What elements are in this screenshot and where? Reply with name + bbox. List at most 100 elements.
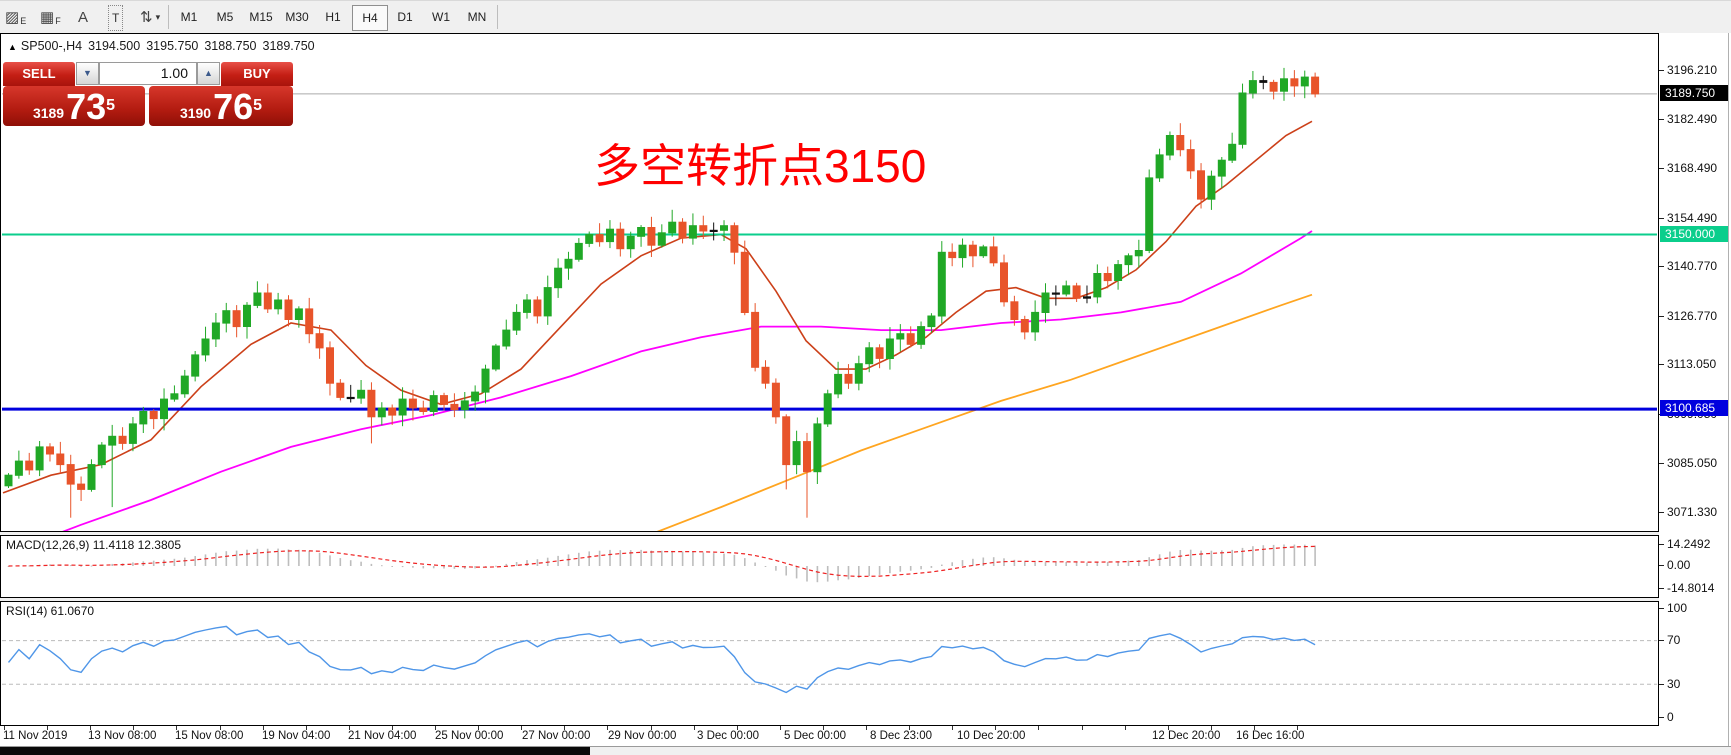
time-axis-tick — [780, 726, 781, 730]
buy-price-big: 76 — [213, 86, 254, 127]
bottom-black-strip — [0, 747, 590, 755]
axis-tick — [1659, 218, 1664, 219]
buy-price-box[interactable]: 3190 76 5 — [149, 86, 293, 126]
macd-tick-label: 0.00 — [1667, 558, 1691, 572]
one-click-trade-widget: SELL ▼ 1.00 ▲ BUY 3189 73 5 3190 76 5 — [3, 62, 293, 126]
axis-tick — [1659, 608, 1664, 609]
time-axis-tick — [694, 726, 695, 730]
time-axis-tick — [392, 726, 393, 730]
axis-tick — [1659, 588, 1664, 589]
timeframe-button-m5[interactable]: M5 — [216, 10, 234, 24]
time-axis-label: 3 Dec 00:00 — [697, 730, 760, 742]
time-axis-tick — [4, 726, 5, 730]
time-axis-label: 8 Dec 23:00 — [870, 730, 933, 742]
timeframe-button-m30[interactable]: M30 — [285, 10, 309, 24]
time-axis-tick — [176, 726, 177, 730]
chart-ohlc-info: ▲ SP500-,H4 3194.500 3195.750 3188.750 3189.7… — [8, 39, 321, 53]
timeframe-button-h4[interactable]: H4 — [352, 5, 388, 31]
toolbar-separator — [497, 5, 498, 29]
rsi-chart[interactable] — [1, 602, 1658, 725]
time-axis-tick — [220, 726, 221, 730]
sell-price-box[interactable]: 3189 73 5 — [3, 86, 145, 126]
timeframe-button-d1[interactable]: D1 — [397, 10, 413, 24]
rsi-tick-label: 30 — [1667, 677, 1681, 691]
macd-chart[interactable] — [1, 536, 1658, 597]
time-axis-tick — [521, 726, 522, 730]
time-axis-label: 16 Dec 16:00 — [1236, 730, 1305, 742]
time-axis-label: 21 Nov 04:00 — [348, 730, 417, 742]
timeframe-button-m1[interactable]: M1 — [180, 10, 198, 24]
bottom-bar — [0, 746, 1731, 755]
time-axis-tick — [1211, 726, 1212, 730]
time-axis-tick — [607, 726, 608, 730]
time-axis-label: 11 Nov 2019 — [3, 730, 68, 742]
rsi-tick-label: 100 — [1667, 601, 1688, 615]
axis-tick — [1659, 364, 1664, 365]
cursor-arrows-icon[interactable]: ⇅ ▾ — [140, 9, 161, 26]
timeframe-button-m15[interactable]: M15 — [249, 10, 273, 24]
time-axis-tick — [909, 726, 910, 730]
macd-indicator-label: MACD(12,26,9) 11.4118 12.3805 — [6, 538, 182, 552]
price-tick-label: 3196.210 — [1667, 63, 1718, 77]
price-tick-label: 3126.770 — [1667, 309, 1718, 323]
time-axis-tick — [737, 726, 738, 730]
time-axis-tick — [1254, 726, 1255, 730]
time-axis-tick — [47, 726, 48, 730]
buy-button[interactable]: BUY — [221, 62, 293, 86]
time-axis-tick — [1038, 726, 1039, 730]
text-box-icon[interactable]: T — [108, 5, 124, 31]
toolbar-separator — [168, 5, 169, 29]
macd-panel[interactable] — [0, 535, 1659, 598]
time-axis-tick — [952, 726, 953, 730]
chart-text-annotation: 多空转折点3150 — [594, 140, 927, 192]
price-marker-3189.750: 3189.750 — [1660, 85, 1729, 101]
indicators-hatch-icon[interactable]: ▨ E — [5, 9, 27, 26]
time-axis-tick — [263, 726, 264, 730]
time-axis-label: 29 Nov 00:00 — [608, 730, 677, 742]
sell-button[interactable]: SELL — [3, 62, 75, 86]
time-axis-label: 27 Nov 00:00 — [522, 730, 591, 742]
macd-tick-label: -14.8014 — [1667, 581, 1715, 595]
axis-tick — [1659, 119, 1664, 120]
time-axis-tick — [349, 726, 350, 730]
volume-decrease-button[interactable]: ▼ — [76, 62, 99, 85]
time-axis-tick — [478, 726, 479, 730]
axis-tick — [1659, 70, 1664, 71]
time-axis-tick — [1125, 726, 1126, 730]
time-axis[interactable]: 11 Nov 2019 13 Nov 08:00 15 Nov 08:00 19 No… — [0, 726, 1659, 746]
volume-input[interactable]: 1.00 — [99, 62, 197, 85]
trade-controls-row: SELL ▼ 1.00 ▲ BUY — [3, 62, 293, 86]
price-tick-label: 3182.490 — [1667, 112, 1718, 126]
axis-tick — [1659, 266, 1664, 267]
time-axis-label: 19 Nov 04:00 — [262, 730, 331, 742]
rsi-tick-label: 70 — [1667, 633, 1681, 647]
time-axis-tick — [823, 726, 824, 730]
trade-prices-row: 3189 73 5 3190 76 5 — [3, 86, 293, 126]
timeframe-button-w1[interactable]: W1 — [432, 10, 450, 24]
timeframe-button-h1[interactable]: H1 — [325, 10, 341, 24]
time-axis-tick — [1297, 726, 1298, 730]
rsi-panel[interactable] — [0, 601, 1659, 726]
price-tick-label: 3140.770 — [1667, 259, 1718, 273]
sell-price-small: 3189 — [32, 105, 65, 121]
grid-icon[interactable]: ▦ F — [40, 9, 61, 26]
axis-tick — [1659, 544, 1664, 545]
axis-tick — [1659, 463, 1664, 464]
price-marker-3150.000: 3150.000 — [1660, 226, 1729, 242]
timeframe-button-mn[interactable]: MN — [467, 10, 487, 24]
price-marker-3100.685: 3100.685 — [1660, 400, 1729, 416]
rsi-indicator-label: RSI(14) 61.0670 — [6, 604, 95, 618]
time-axis-tick — [1168, 726, 1169, 730]
volume-increase-button[interactable]: ▲ — [197, 62, 220, 85]
price-tick-label: 3071.330 — [1667, 505, 1718, 519]
ohlc-open: 3194.500 — [88, 39, 141, 53]
price-axis[interactable]: 3196.210 3182.490 3168.490 3154.490 3140.770… — [1659, 33, 1731, 746]
time-axis-label: 13 Nov 08:00 — [88, 730, 157, 742]
time-axis-label: 12 Dec 20:00 — [1152, 730, 1221, 742]
axis-tick — [1659, 640, 1664, 641]
candlestick-chart[interactable] — [1, 34, 1658, 531]
axis-tick — [1659, 168, 1664, 169]
text-label-icon[interactable]: A — [78, 8, 89, 26]
ohlc-low: 3188.750 — [204, 39, 257, 53]
